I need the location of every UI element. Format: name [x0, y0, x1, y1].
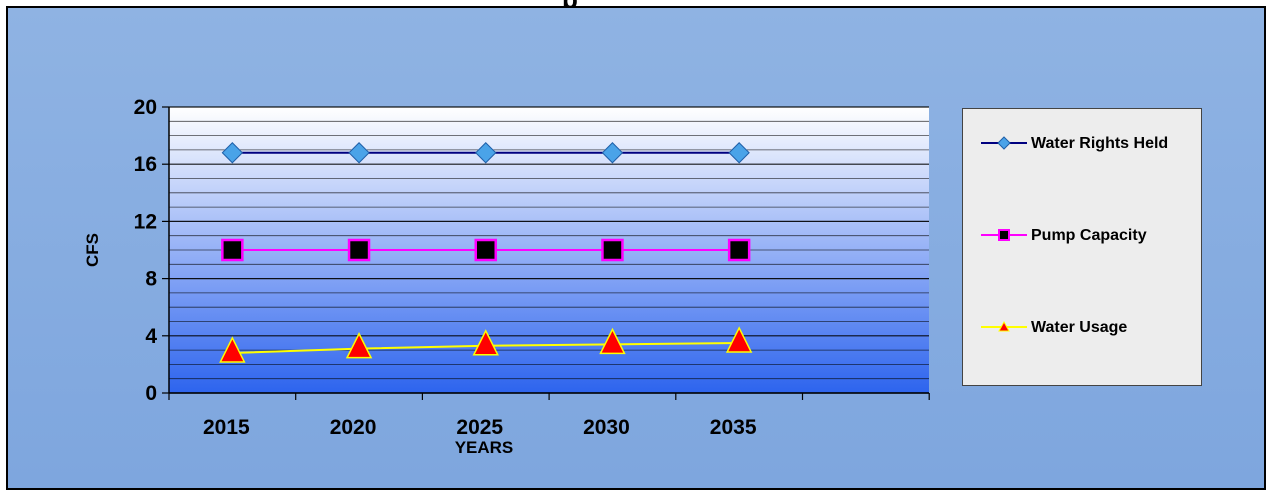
- series-water-rights-held: [221, 142, 750, 164]
- y-tick-label: 12: [134, 210, 157, 233]
- diamond-marker: [221, 142, 244, 164]
- square-marker: [221, 238, 244, 262]
- svg-text:p: p: [562, 0, 578, 6]
- y-tick-label: 16: [134, 153, 157, 176]
- legend-item-water-usage: Water Usage: [979, 315, 1181, 341]
- x-tick-labels: 2015 2020 2025 2030 2035: [203, 416, 757, 439]
- triangle-marker: [725, 326, 753, 353]
- x-tick-label: 2035: [710, 416, 757, 439]
- diamond-marker: [348, 142, 370, 164]
- diamond-marker: [728, 142, 750, 164]
- square-marker: [601, 238, 624, 262]
- triangle-marker: [345, 331, 373, 359]
- y-tick-label: 20: [134, 96, 157, 119]
- legend-label: Pump Capacity: [1031, 227, 1147, 244]
- legend-key-triangle-icon: [981, 320, 1027, 332]
- series-water-usage: [219, 326, 753, 363]
- square-marker: [474, 238, 497, 262]
- triangle-marker: [472, 329, 499, 356]
- square-marker: [347, 238, 371, 262]
- legend-item-water-rights-held: Water Rights Held: [979, 131, 1181, 157]
- triangle-marker: [219, 336, 246, 363]
- legend-key-diamond-icon: [981, 136, 1027, 150]
- x-tick-label: 2030: [583, 416, 630, 439]
- legend-label: Water Rights Held: [1031, 135, 1169, 152]
- x-tick-label: 2025: [456, 416, 503, 439]
- legend-item-pump-capacity: Pump Capacity: [979, 223, 1181, 249]
- legend-key-square-icon: [981, 229, 1027, 241]
- y-tick-label: 0: [145, 382, 157, 405]
- x-axis-title: YEARS: [455, 438, 514, 457]
- diamond-marker: [475, 142, 497, 164]
- x-tick-label: 2020: [330, 416, 377, 439]
- chart-title-fragment: p: [0, 0, 1274, 6]
- legend-label: Water Usage: [1031, 319, 1128, 336]
- y-tick-label: 4: [145, 325, 157, 348]
- y-tick-labels: 0 4 8 12 16 20: [134, 96, 158, 405]
- square-marker: [727, 238, 751, 262]
- axes: [162, 106, 930, 400]
- diamond-marker: [601, 142, 624, 164]
- gridlines: [169, 106, 929, 394]
- y-tick-label: 8: [145, 268, 157, 291]
- series-pump-capacity: [221, 238, 751, 262]
- x-tick-label: 2015: [203, 416, 250, 439]
- legend: Water Rights Held Pump Capacity Water Us…: [962, 108, 1202, 386]
- triangle-marker: [599, 327, 626, 355]
- y-axis-title: CFS: [83, 233, 102, 267]
- series-layer: [219, 142, 753, 363]
